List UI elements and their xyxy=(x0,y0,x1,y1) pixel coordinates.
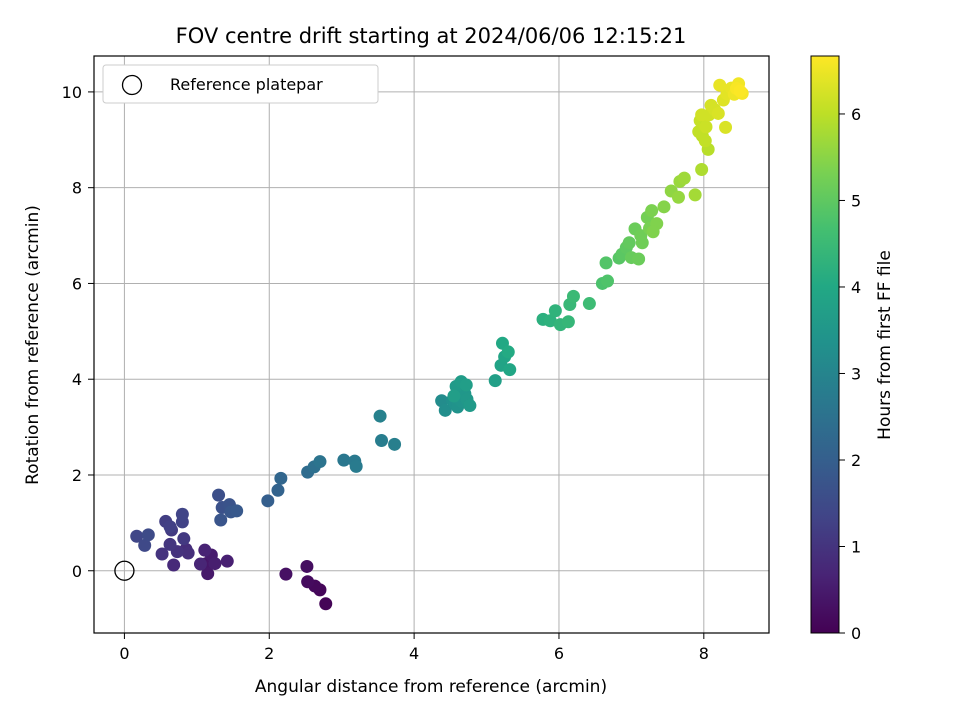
scatter-point xyxy=(695,108,709,122)
colorbar-gradient xyxy=(810,55,840,634)
x-axis-ticks: 0 2 4 6 8 xyxy=(119,633,709,663)
scatter-point xyxy=(543,314,557,328)
legend-box xyxy=(102,64,379,104)
scatter-point xyxy=(447,389,461,403)
scatter-point xyxy=(212,488,226,502)
scatter-point xyxy=(301,575,315,589)
y-axis-label: Rotation from reference (arcmin) xyxy=(23,205,43,485)
y-tick-label: 10 xyxy=(62,83,82,102)
scatter-point xyxy=(582,297,596,311)
scatter-point xyxy=(645,204,659,218)
scatter-point xyxy=(130,529,144,543)
colorbar-tick-label: 1 xyxy=(851,537,861,556)
scatter-point xyxy=(279,567,293,581)
scatter-point xyxy=(319,597,333,611)
grid-lines xyxy=(94,56,769,633)
scatter-point xyxy=(181,546,195,560)
colorbar-tick-label: 2 xyxy=(851,451,861,470)
scatter-point xyxy=(163,537,177,551)
scatter-point xyxy=(671,190,685,204)
scatter-point xyxy=(548,304,562,318)
scatter-point xyxy=(566,289,580,303)
scatter-point xyxy=(177,532,191,546)
scatter-point xyxy=(300,559,314,573)
scatter-point xyxy=(677,171,691,185)
scatter-point xyxy=(313,455,327,469)
x-axis-label: Angular distance from reference (arcmin) xyxy=(255,677,607,697)
colorbar-tick-label: 5 xyxy=(851,191,861,210)
scatter-point xyxy=(503,363,517,377)
scatter-point xyxy=(698,134,712,148)
scatter-point xyxy=(463,399,477,413)
scatter-point xyxy=(711,106,725,120)
scatter-point xyxy=(373,409,387,423)
y-tick-label: 4 xyxy=(72,370,82,389)
colorbar: 0 1 2 3 4 5 6 Hours from first FF file xyxy=(810,55,895,643)
x-tick-label: 4 xyxy=(409,644,419,663)
scatter-point xyxy=(167,558,181,572)
colorbar-tick-label: 4 xyxy=(851,278,861,297)
x-tick-label: 2 xyxy=(264,644,274,663)
scatter-point xyxy=(488,374,502,388)
scatter-point xyxy=(632,252,646,266)
scatter-point xyxy=(214,513,228,527)
scatter-point xyxy=(274,471,288,485)
scatter-point xyxy=(599,256,613,270)
scatter-point xyxy=(337,453,351,467)
scatter-point xyxy=(230,504,244,518)
scatter-point xyxy=(375,434,389,448)
colorbar-ticks: 0 1 2 3 4 5 6 xyxy=(839,105,861,643)
colorbar-label: Hours from first FF file xyxy=(875,250,895,440)
reference-marker-group xyxy=(114,560,135,581)
scatter-point xyxy=(201,567,215,581)
reference-marker xyxy=(114,560,135,581)
colorbar-tick-label: 0 xyxy=(851,624,861,643)
scatter-point xyxy=(699,120,713,134)
scatter-point xyxy=(695,162,709,176)
legend: Reference platepar xyxy=(102,64,379,104)
chart-title: FOV centre drift starting at 2024/06/06 … xyxy=(176,24,687,48)
scatter-point xyxy=(600,274,614,288)
y-tick-label: 0 xyxy=(72,562,82,581)
scatter-point xyxy=(646,225,660,239)
scatter-points xyxy=(130,77,749,611)
scatter-point xyxy=(349,459,363,473)
scatter-point xyxy=(155,547,169,561)
scatter-point xyxy=(688,188,702,202)
scatter-point xyxy=(261,494,275,508)
x-tick-label: 8 xyxy=(699,644,709,663)
x-tick-label: 6 xyxy=(554,644,564,663)
y-tick-label: 6 xyxy=(72,274,82,293)
scatter-point xyxy=(175,507,189,521)
scatter-point xyxy=(635,236,649,250)
scatter-point xyxy=(719,120,733,134)
scatter-point xyxy=(138,538,152,552)
colorbar-tick-label: 3 xyxy=(851,364,861,383)
scatter-point xyxy=(733,84,747,98)
scatter-point xyxy=(208,557,222,571)
y-axis-ticks: 0 2 4 6 8 10 xyxy=(62,83,94,581)
scatter-point xyxy=(657,200,671,214)
scatter-point xyxy=(561,315,575,329)
scatter-point xyxy=(501,345,515,359)
scatter-point xyxy=(220,554,234,568)
scatter-point xyxy=(271,483,285,497)
scatter-point xyxy=(438,403,452,417)
y-tick-label: 2 xyxy=(72,466,82,485)
scatter-point xyxy=(622,236,636,250)
scatter-point xyxy=(713,78,727,92)
y-tick-label: 8 xyxy=(72,179,82,198)
scatter-point xyxy=(141,528,155,542)
scatter-point xyxy=(198,543,212,557)
legend-entry-reference: Reference platepar xyxy=(170,75,323,94)
colorbar-tick-label: 6 xyxy=(851,105,861,124)
scatter-point xyxy=(388,437,402,451)
scatter-point xyxy=(193,557,207,571)
scatter-point xyxy=(459,378,473,392)
x-tick-label: 0 xyxy=(119,644,129,663)
legend-marker-reference xyxy=(121,74,143,96)
scatter-point xyxy=(163,520,177,534)
plot-frame xyxy=(93,55,770,634)
